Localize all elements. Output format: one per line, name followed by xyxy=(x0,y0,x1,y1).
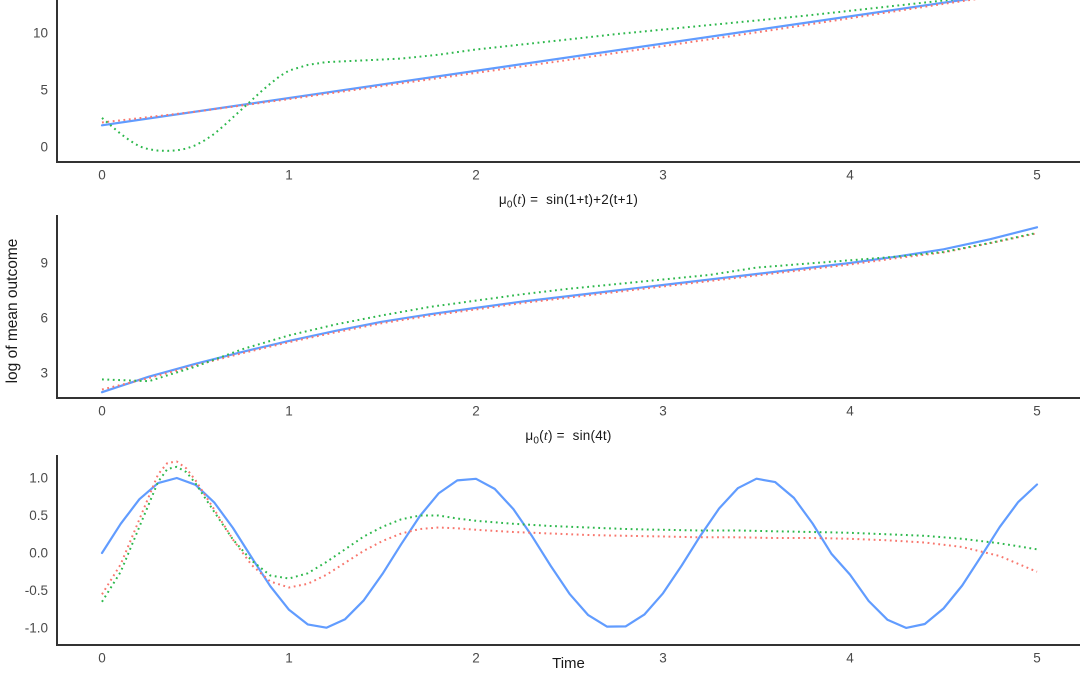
panel-bottom-y-tick-label: 0.5 xyxy=(29,508,48,523)
panel-top-series-dotted-red xyxy=(101,0,978,124)
panel-top-y-tick-label: 5 xyxy=(40,83,48,98)
panel-bottom-x-tick-label: 1 xyxy=(285,651,293,666)
panel-bottom-title: μ0(t) = sin(4t) xyxy=(525,428,612,447)
panel-middle-y-tick-label: 3 xyxy=(40,366,48,381)
panel-bottom-y-tick-label: -1.0 xyxy=(25,621,48,636)
panel-top-y-tick-label: 10 xyxy=(33,26,48,41)
panel-bottom-y-tick-label: 0.0 xyxy=(29,546,48,561)
x-axis-label: Time xyxy=(552,655,585,672)
y-axis-label: log of mean outcome xyxy=(4,238,21,384)
panel-bottom-x-tick-label: 0 xyxy=(98,651,106,666)
panel-top-x-tick-label: 1 xyxy=(285,168,293,183)
panel-bottom-series-dotted-red xyxy=(101,460,1038,595)
panel-top-y-tick-label: 0 xyxy=(40,140,48,155)
panel-top-x-tick-label: 5 xyxy=(1033,168,1041,183)
panel-bottom-x-tick-label: 4 xyxy=(846,651,854,666)
panel-middle-x-tick-label: 1 xyxy=(285,404,293,419)
panel-bottom-group: -1.0 -0.5 0.0 0.5 1.0 0 1 2 3 4 5 xyxy=(25,455,1080,666)
panel-bottom-y-tick-label: 1.0 xyxy=(29,471,48,486)
panel-top-series-solid-blue xyxy=(100,0,970,127)
panel-middle-x-tick-label: 0 xyxy=(98,404,106,419)
panel-top-x-tick-label: 2 xyxy=(472,168,480,183)
panel-bottom-x-tick-label: 5 xyxy=(1033,651,1041,666)
panel-bottom-series-solid-blue xyxy=(100,476,1039,629)
panel-middle-series-dotted-green xyxy=(101,231,1038,383)
panel-top-group: 0 5 10 0 1 2 3 4 5 xyxy=(33,0,1080,183)
panel-middle-series-solid-blue xyxy=(100,226,1039,394)
panel-middle-x-tick-label: 4 xyxy=(846,404,854,419)
panel-middle-title: μ0(t) = sin(1+t)+2(t+1) xyxy=(498,192,639,211)
mu-symbol: μ xyxy=(498,192,507,207)
mu-symbol: μ xyxy=(525,428,534,443)
panel-bottom-x-tick-label: 3 xyxy=(659,651,667,666)
panel-middle-group: 3 6 9 0 1 2 3 4 5 xyxy=(40,215,1080,419)
panel-bottom-y-tick-label: -0.5 xyxy=(25,583,48,598)
panel-middle-y-tick-label: 6 xyxy=(40,311,48,326)
panel-middle-x-tick-label: 2 xyxy=(472,404,480,419)
panel-top-series-dotted-green xyxy=(101,0,958,152)
panel-top-x-tick-label: 3 xyxy=(659,168,667,183)
panel-middle-x-tick-label: 3 xyxy=(659,404,667,419)
panel-bottom-series-dotted-green xyxy=(101,465,1038,603)
panel-middle-y-tick-label: 9 xyxy=(40,256,48,271)
panel-middle-x-tick-label: 5 xyxy=(1033,404,1041,419)
panel-top-x-tick-label: 0 xyxy=(98,168,106,183)
panel-bottom-x-tick-label: 2 xyxy=(472,651,480,666)
panel-top-x-tick-label: 4 xyxy=(846,168,854,183)
